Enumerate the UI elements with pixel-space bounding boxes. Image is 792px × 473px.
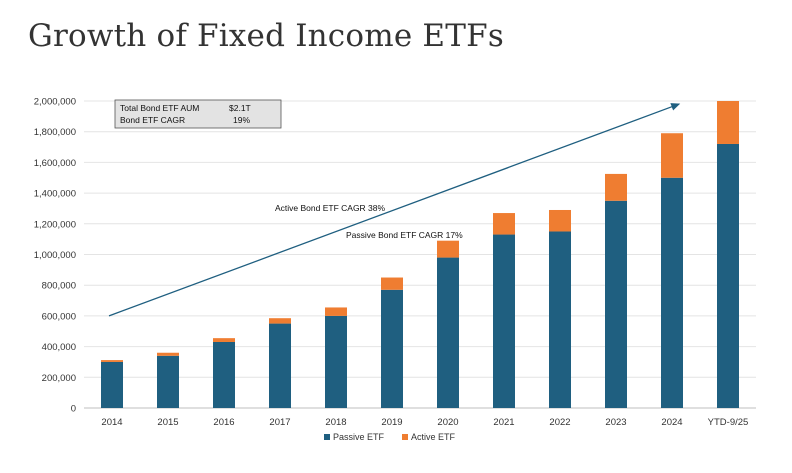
- bar-passive-2022: [549, 231, 571, 408]
- y-tick-label: 2,000,000: [34, 97, 76, 108]
- summary-value-cagr: 19%: [233, 115, 250, 125]
- trend-arrow: [108, 103, 681, 317]
- legend: Passive ETF Active ETF: [324, 432, 456, 442]
- bar-active-2023: [605, 173, 627, 201]
- legend-label-passive: Passive ETF: [333, 432, 385, 442]
- x-tick-label: 2014: [101, 417, 122, 428]
- bar-passive-2014: [101, 361, 123, 408]
- y-tick-label: 1,000,000: [34, 250, 76, 261]
- y-tick-label: 200,000: [42, 373, 76, 384]
- y-tick-label: 1,200,000: [34, 219, 76, 230]
- page-title: Growth of Fixed Income ETFs: [28, 18, 504, 54]
- bar-passive-2019: [381, 289, 403, 408]
- bar-active-2016: [213, 338, 235, 342]
- summary-label-cagr: Bond ETF CAGR: [120, 115, 185, 125]
- bar-passive-2024: [661, 177, 683, 408]
- y-tick-label: 800,000: [42, 281, 76, 292]
- x-tick-label: 2020: [437, 417, 458, 428]
- bar-passive-2018: [325, 315, 347, 408]
- legend-swatch-passive: [324, 434, 330, 440]
- summary-value-aum: $2.1T: [229, 103, 251, 113]
- x-tick-label: 2021: [493, 417, 514, 428]
- x-tick-label: 2018: [325, 417, 346, 428]
- y-tick-label: 0: [71, 404, 76, 415]
- bar-active-2020: [437, 240, 459, 258]
- bar-passive-2023: [605, 200, 627, 408]
- y-tick-label: 600,000: [42, 311, 76, 322]
- active-cagr-annotation: Active Bond ETF CAGR 38%: [275, 203, 386, 213]
- y-tick-label: 1,800,000: [34, 127, 76, 138]
- bar-active-2022: [549, 209, 571, 232]
- bar-active-2021: [493, 213, 515, 235]
- y-tick-label: 1,600,000: [34, 158, 76, 169]
- bar-passive-2016: [213, 341, 235, 408]
- bar-passive-2017: [269, 323, 291, 408]
- bar-active-2017: [269, 318, 291, 324]
- legend-swatch-active: [402, 434, 408, 440]
- bar-active-2014: [101, 360, 123, 362]
- passive-cagr-annotation: Passive Bond ETF CAGR 17%: [346, 230, 463, 240]
- x-tick-label: YTD-9/25: [708, 417, 749, 428]
- y-tick-label: 1,400,000: [34, 189, 76, 200]
- bar-passive-2021: [493, 234, 515, 408]
- legend-label-active: Active ETF: [411, 432, 456, 442]
- trend-line: [108, 103, 681, 317]
- y-axis-ticks: 0 200,000 400,000 600,000 800,000 1,000,000 1,…: [34, 97, 76, 415]
- x-tick-label: 2022: [549, 417, 570, 428]
- x-axis-ticks: 2014 2015 2016 2017 2018 2019 2020 2021 2022 2023…: [101, 417, 748, 428]
- bar-active-2015: [157, 352, 179, 356]
- bar-active-ytd-9-25: [717, 101, 739, 144]
- bar-passive-2020: [437, 257, 459, 408]
- bar-active-2019: [381, 277, 403, 290]
- summary-box: Total Bond ETF AUM $2.1T Bond ETF CAGR 1…: [114, 99, 282, 129]
- x-tick-label: 2023: [605, 417, 626, 428]
- y-tick-label: 400,000: [42, 342, 76, 353]
- bar-passive-ytd-9-25: [717, 143, 739, 409]
- x-tick-label: 2015: [157, 417, 178, 428]
- x-tick-label: 2016: [213, 417, 234, 428]
- bar-passive-2015: [157, 355, 179, 408]
- bar-active-2018: [325, 307, 347, 316]
- summary-label-aum: Total Bond ETF AUM: [120, 103, 199, 113]
- bar-active-2024: [661, 133, 683, 178]
- x-tick-label: 2024: [661, 417, 682, 428]
- bars: [101, 101, 739, 409]
- gridlines: [84, 100, 756, 409]
- x-tick-label: 2019: [381, 417, 402, 428]
- x-tick-label: 2017: [269, 417, 290, 428]
